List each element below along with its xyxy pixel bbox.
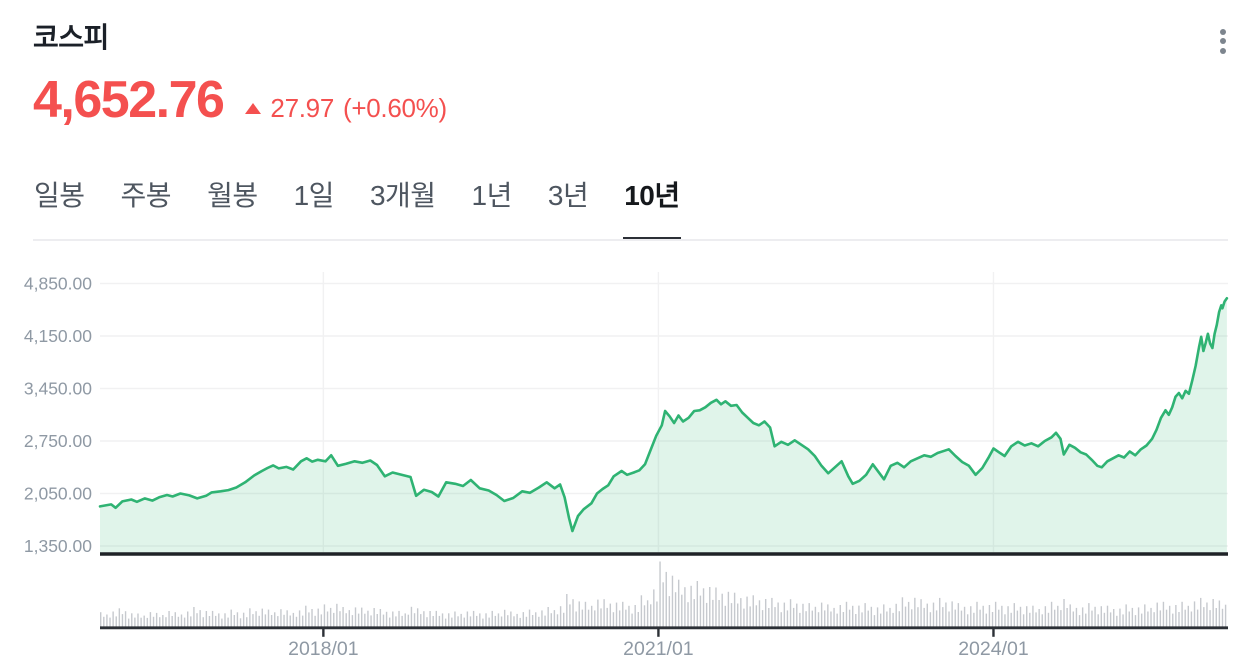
tab-1day[interactable]: 1일 [293,174,335,240]
tab-daily-candle[interactable]: 일봉 [33,174,86,240]
svg-text:4,150.00: 4,150.00 [24,326,92,346]
period-tabs: 일봉 주봉 월봉 1일 3개월 1년 3년 10년 [33,174,682,240]
tab-10years[interactable]: 10년 [623,174,682,240]
volume-bars [100,561,1227,627]
price-change: 27.97 (+0.60%) [245,93,447,124]
tab-monthly-candle[interactable]: 월봉 [206,174,259,240]
kebab-menu-icon [1220,38,1226,44]
more-menu-button[interactable] [1214,24,1232,58]
current-price: 4,652.76 [33,71,225,129]
tab-3years[interactable]: 3년 [547,174,589,240]
kebab-menu-icon [1220,28,1226,35]
svg-text:2018/01: 2018/01 [288,638,359,660]
price-row: 4,652.76 27.97 (+0.60%) [33,70,447,130]
tab-weekly-candle[interactable]: 주봉 [120,174,173,240]
svg-text:2,750.00: 2,750.00 [24,431,92,451]
svg-text:2021/01: 2021/01 [623,638,694,660]
svg-text:1,350.00: 1,350.00 [24,536,92,556]
chart-gridlines [100,272,1228,552]
svg-text:2,050.00: 2,050.00 [24,484,92,504]
kebab-menu-icon [1220,47,1226,54]
x-axis: 2018/01 2021/01 2024/01 [100,626,1228,660]
y-axis-labels: 4,850.00 4,150.00 3,450.00 2,750.00 2,050.00… [24,274,92,557]
change-value: 27.97 [270,93,334,123]
tab-3months[interactable]: 3개월 [369,174,437,240]
tab-1year[interactable]: 1년 [471,174,513,240]
svg-text:3,450.00: 3,450.00 [24,379,92,399]
svg-text:4,850.00: 4,850.00 [24,274,92,294]
up-arrow-icon [245,103,262,114]
page-title: 코스피 [33,22,109,53]
price-area-series [98,297,1229,553]
tabs-divider [33,239,1228,241]
svg-text:2024/01: 2024/01 [958,638,1029,660]
change-percent: (+0.60%) [343,93,447,123]
